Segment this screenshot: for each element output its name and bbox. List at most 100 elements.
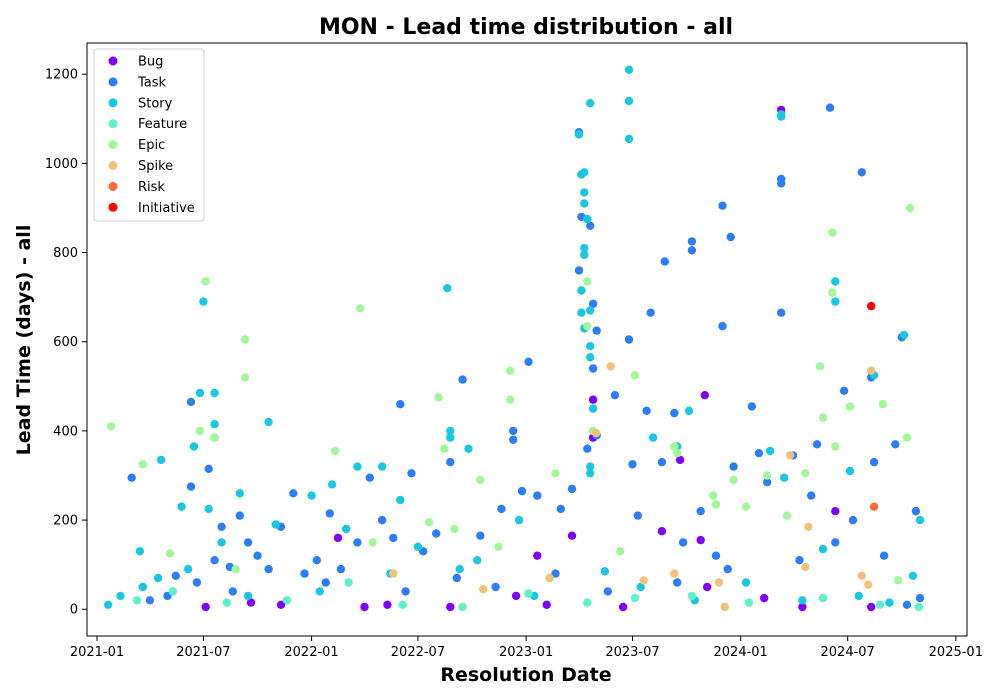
series-spike <box>389 362 876 612</box>
point-story <box>413 542 423 551</box>
point-story <box>377 462 387 471</box>
point-task <box>396 400 405 409</box>
point-task <box>857 168 866 177</box>
point-bug <box>831 507 840 516</box>
point-spike <box>804 522 813 531</box>
point-task <box>264 564 273 574</box>
point-epic <box>106 422 116 431</box>
point-task <box>210 556 219 565</box>
legend-marker <box>108 77 118 87</box>
point-spike <box>389 569 398 578</box>
point-story <box>580 188 589 197</box>
x-tick-label: 2023-07 <box>605 645 659 660</box>
point-spike <box>591 428 601 438</box>
point-story <box>583 214 592 224</box>
point-story <box>104 600 113 609</box>
y-axis-label: Lead Time (days) - all <box>13 225 35 456</box>
point-epic <box>845 402 855 411</box>
legend-label: Spike <box>138 159 173 174</box>
point-feature <box>875 600 885 609</box>
point-task <box>603 587 612 596</box>
point-spike <box>785 451 795 460</box>
point-story <box>885 598 894 607</box>
point-task <box>754 449 764 458</box>
point-task <box>660 257 669 266</box>
legend-item-bug: Bug <box>108 55 163 70</box>
point-bug <box>588 395 598 404</box>
point-task <box>718 321 727 331</box>
x-tick-label: 2024-07 <box>821 645 875 660</box>
point-spike <box>639 576 648 585</box>
point-task <box>336 564 346 574</box>
legend-marker <box>108 119 118 129</box>
point-task <box>911 507 921 516</box>
point-story <box>327 480 337 489</box>
point-story <box>307 491 316 500</box>
point-spike <box>857 571 866 580</box>
point-epic <box>368 538 377 547</box>
point-task <box>624 335 634 344</box>
point-task <box>476 531 485 540</box>
point-epic <box>210 433 219 442</box>
point-story <box>135 547 145 556</box>
point-story <box>845 466 855 476</box>
point-task <box>325 509 334 518</box>
point-story <box>577 308 586 317</box>
point-task <box>610 391 620 400</box>
y-tick-label: 800 <box>53 246 78 261</box>
point-epic <box>815 362 825 371</box>
point-risk <box>869 502 879 511</box>
point-spike <box>606 362 615 371</box>
point-task <box>524 357 533 366</box>
point-story <box>138 582 147 592</box>
point-spike <box>720 602 729 612</box>
point-task <box>723 564 732 574</box>
legend-marker <box>108 181 118 191</box>
point-task <box>633 511 642 520</box>
point-story <box>177 502 186 511</box>
point-epic <box>831 442 840 451</box>
legend-item-initiative: Initiative <box>108 201 195 216</box>
legend-label: Story <box>138 96 173 111</box>
point-task <box>673 578 682 587</box>
point-story <box>183 564 193 574</box>
point-story <box>446 426 455 436</box>
point-task <box>777 308 786 317</box>
point-story <box>116 591 125 601</box>
point-task <box>235 511 244 520</box>
point-epic <box>440 444 449 453</box>
point-task <box>678 538 688 547</box>
point-spike <box>864 580 873 589</box>
point-task <box>312 556 321 565</box>
point-bug <box>696 535 705 545</box>
point-bug <box>383 600 392 609</box>
point-story <box>624 134 634 144</box>
point-spike <box>867 366 876 375</box>
point-task <box>687 237 697 246</box>
point-bug <box>446 602 455 612</box>
point-task <box>567 484 577 494</box>
series-story <box>104 65 925 609</box>
point-story <box>577 286 586 295</box>
point-task <box>243 538 253 547</box>
point-bug <box>798 602 807 612</box>
legend-frame <box>93 48 205 222</box>
y-tick-label: 0 <box>70 603 78 618</box>
point-task <box>509 435 518 444</box>
point-task <box>812 440 822 449</box>
point-bug <box>201 602 210 612</box>
point-feature <box>282 596 292 605</box>
point-story <box>586 306 595 315</box>
point-story <box>586 462 595 471</box>
x-tick-label: 2021-01 <box>70 645 124 660</box>
point-task <box>353 538 362 547</box>
point-task <box>452 573 461 583</box>
point-epic <box>670 442 679 451</box>
point-story <box>217 538 226 547</box>
legend-label: Bug <box>138 55 163 70</box>
point-story <box>446 433 455 442</box>
point-task <box>533 491 542 500</box>
point-story <box>780 473 789 482</box>
point-task <box>407 469 416 478</box>
point-story <box>195 388 205 398</box>
